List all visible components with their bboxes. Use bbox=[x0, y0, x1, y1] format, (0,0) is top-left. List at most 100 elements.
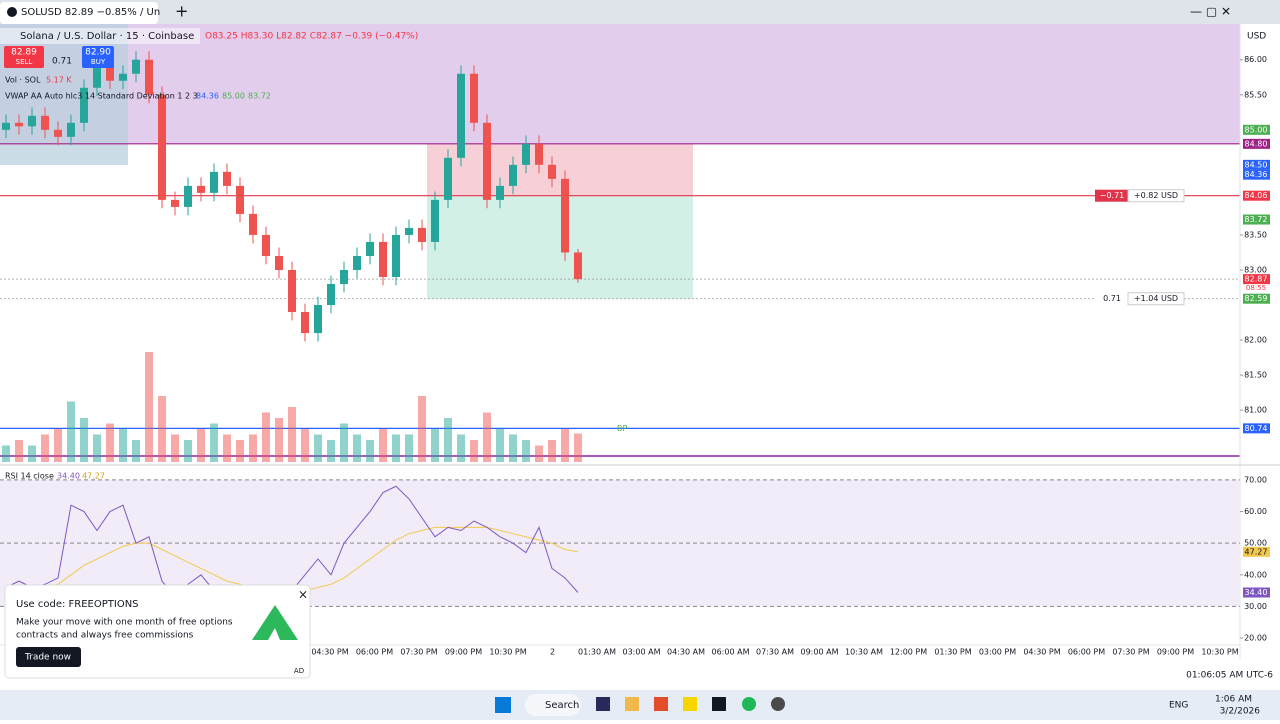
candle-body bbox=[405, 227, 413, 235]
vol-label: Vol · SOL bbox=[5, 76, 41, 85]
app-icon[interactable] bbox=[683, 697, 697, 711]
ad-button-label: Trade now bbox=[24, 653, 71, 663]
app-icon[interactable] bbox=[654, 697, 668, 711]
vwap-value: 85.00 bbox=[222, 92, 245, 101]
volume-bar bbox=[15, 440, 23, 462]
app-icon[interactable] bbox=[596, 697, 610, 711]
app-icon[interactable] bbox=[712, 697, 726, 711]
candle-body bbox=[158, 94, 166, 200]
rsi-label: RSI 14 close bbox=[5, 472, 54, 481]
volume-bar bbox=[496, 429, 504, 462]
ad-popup bbox=[4, 584, 311, 679]
sell-button[interactable] bbox=[4, 46, 44, 68]
volume-bar bbox=[353, 434, 361, 462]
time-label: 10:30 PM bbox=[1201, 648, 1238, 657]
rsi-tag-label: 47.27 bbox=[1245, 547, 1268, 556]
candle-body bbox=[561, 178, 569, 253]
candle-body bbox=[496, 185, 504, 200]
price-tag-label: 84.80 bbox=[1245, 139, 1268, 148]
start-button[interactable] bbox=[495, 697, 511, 713]
position-pnl: +1.04 USD bbox=[1134, 294, 1178, 303]
position-pnl: +0.82 USD bbox=[1134, 191, 1178, 200]
volume-bar bbox=[93, 434, 101, 462]
y-tick-label: 81.00 bbox=[1244, 406, 1267, 415]
ad-logo bbox=[252, 605, 298, 640]
countdown: 08:55 bbox=[1246, 284, 1266, 292]
rsi-value: 34.40 bbox=[57, 472, 80, 481]
volume-bar bbox=[379, 429, 387, 462]
volume-bar bbox=[431, 429, 439, 462]
candle-body bbox=[522, 143, 530, 165]
price-tag bbox=[1243, 423, 1270, 434]
app-icon[interactable] bbox=[771, 697, 785, 711]
candle-body bbox=[262, 234, 270, 256]
y-tick-label: 85.50 bbox=[1244, 90, 1267, 99]
price-tag-label: 85.00 bbox=[1245, 125, 1268, 134]
candle-body bbox=[327, 283, 335, 306]
target-zone bbox=[427, 195, 693, 299]
spread: 0.71 bbox=[52, 57, 72, 67]
time-label: 04:30 AM bbox=[667, 648, 705, 657]
volume-bar bbox=[418, 396, 426, 462]
window-controls[interactable]: — ▢ ✕ bbox=[1190, 5, 1231, 19]
candle-body bbox=[366, 241, 374, 256]
candle-body bbox=[67, 122, 75, 137]
volume-bar bbox=[522, 440, 530, 462]
volume-bar bbox=[392, 434, 400, 462]
price-tag bbox=[1243, 138, 1270, 149]
tab[interactable] bbox=[0, 2, 158, 24]
candle-body bbox=[210, 171, 218, 193]
candle-body bbox=[535, 143, 543, 165]
volume-bar bbox=[301, 429, 309, 462]
y-tick-label: 83.50 bbox=[1244, 230, 1267, 239]
candle-body bbox=[54, 129, 62, 137]
time-label: 09:00 AM bbox=[801, 648, 839, 657]
candle-body bbox=[353, 255, 361, 270]
candle-body bbox=[171, 199, 179, 207]
rsi-tag-label: 34.40 bbox=[1245, 588, 1268, 597]
ad-close[interactable]: × bbox=[298, 588, 308, 602]
volume-bar bbox=[470, 440, 478, 462]
vwap-value: 84.36 bbox=[196, 92, 219, 101]
price-tag bbox=[1243, 124, 1270, 135]
volume-bar bbox=[28, 445, 36, 462]
candle-body bbox=[444, 157, 452, 200]
buy-button[interactable] bbox=[82, 46, 114, 68]
buy-label: BUY bbox=[91, 58, 106, 66]
time-label: 03:00 PM bbox=[979, 648, 1016, 657]
candle-body bbox=[548, 164, 556, 179]
new-tab[interactable]: + bbox=[175, 2, 188, 21]
app-icon[interactable] bbox=[625, 697, 639, 711]
y-tick-label: 82.00 bbox=[1244, 336, 1267, 345]
rsi-tick-label: 40.00 bbox=[1244, 570, 1267, 579]
y-tick-label: 83.00 bbox=[1244, 265, 1267, 274]
volume-bar bbox=[223, 434, 231, 462]
volume-bar bbox=[210, 423, 218, 462]
position-value: 0.71 bbox=[1103, 294, 1121, 303]
candle-body bbox=[93, 66, 101, 88]
rsi-tick-label: 50.00 bbox=[1244, 539, 1267, 548]
search-box[interactable] bbox=[525, 694, 581, 716]
price-tag-label: 82.59 bbox=[1245, 294, 1268, 303]
volume-bar bbox=[340, 423, 348, 462]
vwap-value: 83.72 bbox=[248, 92, 271, 101]
volume-bar bbox=[314, 434, 322, 462]
candle-body bbox=[340, 269, 348, 284]
candle-body bbox=[145, 59, 153, 95]
volume-bar bbox=[249, 434, 257, 462]
candle-body bbox=[2, 122, 10, 130]
candle-body bbox=[41, 115, 49, 130]
volume-bar bbox=[132, 440, 140, 462]
app-icon[interactable] bbox=[742, 697, 756, 711]
candle-body bbox=[314, 305, 322, 334]
volume-bar bbox=[41, 434, 49, 462]
candle-body bbox=[184, 185, 192, 207]
tab-icon bbox=[7, 7, 17, 17]
ad-button[interactable] bbox=[16, 647, 81, 667]
position-value: −0.71 bbox=[1100, 191, 1125, 200]
candle-body bbox=[574, 252, 582, 280]
clock-date: 3/2/2026 bbox=[1220, 707, 1261, 717]
candle-body bbox=[119, 73, 127, 81]
candle-body bbox=[392, 234, 400, 277]
